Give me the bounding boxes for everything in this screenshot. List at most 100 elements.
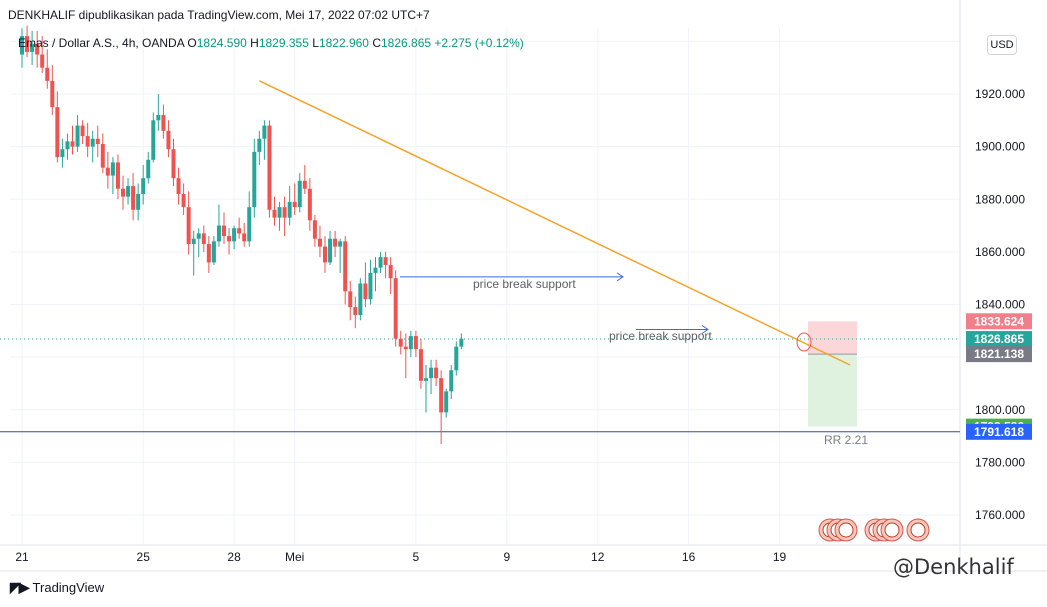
tradingview-logo[interactable]: ◤▶ TradingView: [10, 579, 104, 596]
x-tick-label: 21: [15, 550, 29, 564]
close-label: C: [372, 36, 381, 50]
candle-body: [252, 151, 257, 208]
y-tick-label: 1860.000: [975, 245, 1025, 259]
candle-body: [211, 241, 216, 263]
candle-body: [242, 233, 247, 242]
candle-body: [206, 243, 211, 263]
x-tick-label: 12: [591, 550, 605, 564]
candle-body: [176, 178, 181, 194]
candle-body: [126, 186, 131, 197]
candle-body: [277, 207, 282, 218]
currency-button[interactable]: USD: [987, 35, 1017, 55]
candle-body: [196, 233, 201, 239]
candle-body: [257, 138, 262, 152]
x-tick-label: 28: [227, 550, 241, 564]
candle-body: [161, 115, 166, 131]
price-label-text: 1826.865: [974, 332, 1024, 346]
candle-body: [383, 257, 388, 266]
open-value: 1824.590: [196, 36, 247, 50]
annotation-text: price break support: [473, 277, 576, 291]
candle-body: [444, 391, 449, 413]
candle-body: [307, 188, 312, 221]
high-value: 1829.355: [258, 36, 309, 50]
candle-body: [121, 188, 125, 197]
resistance-trendline: [259, 80, 851, 366]
candle-body: [181, 193, 186, 208]
candle-body: [85, 136, 90, 147]
price-label-text: 1821.138: [974, 347, 1024, 361]
symbol-name[interactable]: Emas / Dollar A.S., 4h, OANDA: [18, 36, 185, 50]
event-flag-icon-inner: [884, 522, 900, 538]
candle-body: [272, 209, 277, 218]
candle-body: [302, 180, 307, 189]
candle-body: [191, 238, 196, 244]
candle-body: [95, 138, 100, 144]
candle-body: [333, 238, 338, 247]
candle-body: [80, 125, 85, 137]
x-tick-label: 25: [137, 550, 151, 564]
break-arrow-2-head: [701, 325, 709, 334]
candle-body: [247, 207, 252, 242]
candle-body: [65, 141, 70, 150]
price-label-text: 1791.618: [974, 425, 1024, 439]
candle-body: [35, 44, 40, 55]
candle-body: [388, 265, 393, 279]
candle-body: [328, 238, 333, 263]
candle-body: [186, 207, 191, 244]
candle-body: [30, 44, 35, 52]
annotation-text: price break support: [609, 329, 712, 343]
brand-name: TradingView: [32, 580, 105, 595]
candle-body: [70, 141, 75, 147]
candle-body: [363, 283, 368, 300]
candle-body: [373, 267, 378, 273]
y-tick-label: 1760.000: [975, 508, 1025, 522]
candle-body: [403, 346, 408, 350]
candle-body: [312, 220, 317, 239]
event-flag-icon-inner: [838, 522, 854, 538]
candle-body: [171, 149, 176, 179]
author-watermark: @Denkhalif: [893, 555, 1014, 579]
candle-body: [353, 307, 358, 316]
stop-loss-zone: [808, 321, 857, 355]
candle-body: [424, 378, 428, 381]
low-value: 1822.960: [318, 36, 369, 50]
candle-body: [378, 257, 383, 268]
candle-body: [110, 162, 115, 176]
candle-body: [398, 338, 403, 347]
y-tick-label: 1840.000: [975, 298, 1025, 312]
candle-body: [40, 54, 45, 68]
candle-body: [232, 228, 237, 242]
price-label-box: [966, 313, 1032, 330]
x-tick-label: 9: [503, 550, 510, 564]
candle-body: [413, 336, 418, 350]
y-tick-label: 1800.000: [975, 403, 1025, 417]
symbol-ohlc-line: Emas / Dollar A.S., 4h, OANDA O1824.590 …: [18, 36, 524, 50]
y-tick-label: 1920.000: [975, 87, 1025, 101]
candle-body: [45, 67, 50, 81]
candle-body: [408, 336, 413, 350]
candle-body: [216, 225, 221, 242]
x-tick-label: Mei: [285, 550, 304, 564]
break-arrow-1-head: [616, 272, 624, 282]
candle-body: [100, 143, 105, 168]
candle-body: [292, 201, 297, 208]
candle-body: [393, 278, 398, 339]
candle-body: [227, 236, 232, 242]
candle-body: [297, 180, 302, 208]
change-value: +2.275 (+0.12%): [434, 36, 524, 50]
high-label: H: [250, 36, 259, 50]
candle-body: [454, 346, 459, 371]
y-tick-label: 1780.000: [975, 455, 1025, 469]
x-tick-label: 5: [413, 550, 420, 564]
x-tick-label: 19: [773, 550, 787, 564]
candle-body: [317, 238, 322, 247]
candle-body: [131, 186, 136, 210]
y-tick-label: 1900.000: [975, 140, 1025, 154]
publisher-attribution: DENKHALIF dipublikasikan pada TradingVie…: [8, 8, 430, 22]
candle-body: [20, 36, 24, 55]
candle-body: [50, 80, 55, 108]
candle-body: [90, 138, 95, 147]
candle-body: [323, 246, 327, 263]
candle-body: [439, 378, 444, 413]
